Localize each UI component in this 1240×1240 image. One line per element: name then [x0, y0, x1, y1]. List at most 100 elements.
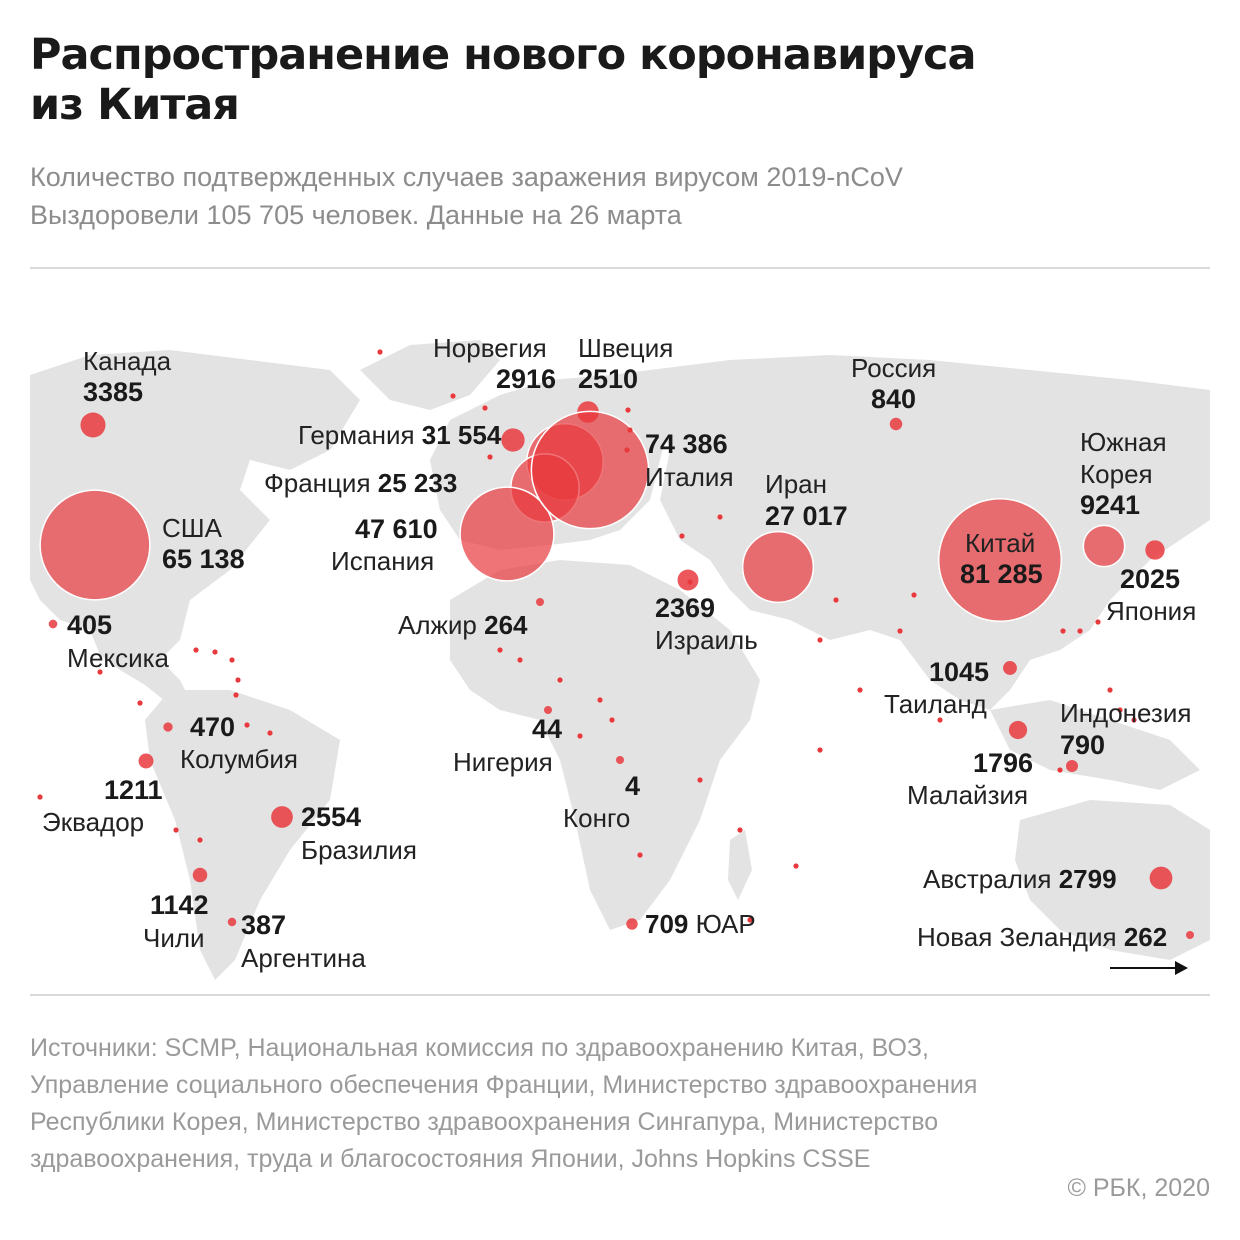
country-name-country-8: Норвегия [433, 333, 547, 363]
bubble-country-21 [937, 497, 1063, 623]
arrow-head [1175, 961, 1188, 975]
arrow-indicator [1110, 961, 1188, 975]
label-country-14: Алжир 264 [398, 609, 528, 641]
bubble-country-15 [544, 706, 552, 714]
bubble-country-0 [80, 412, 106, 438]
country-name-country-15: Нигерия [453, 747, 553, 777]
country-value-country-5: 2554 [301, 802, 362, 832]
country-name-country-6: Чили [143, 923, 205, 953]
minor-case-dot [627, 427, 633, 433]
country-name-country-18: Израиль [655, 625, 758, 655]
bubble-country-28 [1186, 931, 1194, 939]
bubble-country-20 [889, 417, 903, 431]
label-country-17: 709 ЮАР [645, 908, 756, 940]
country-value-country-2: 405 [67, 610, 113, 640]
minor-case-dot [212, 649, 218, 655]
bubble-country-6 [192, 867, 208, 883]
bubble-country-14 [536, 598, 544, 606]
minor-case-dot [137, 700, 143, 706]
minor-case-dot [557, 677, 563, 683]
top-divider [30, 267, 1210, 269]
minor-case-dot [1107, 687, 1113, 693]
subtitle: Количество подтвержденных случаев зараже… [30, 158, 1210, 234]
minor-case-dot [1057, 767, 1063, 773]
bubble-country-4 [138, 753, 154, 769]
country-value: 2799 [1058, 864, 1117, 894]
bubble-country-26 [1065, 759, 1079, 773]
bubble-country-17 [626, 918, 638, 930]
bubble-country-16 [616, 756, 624, 764]
bubble-country-22 [1082, 524, 1126, 568]
country-value-country-13: 74 386 [645, 429, 728, 459]
title-line-2: из Китая [30, 80, 240, 130]
country-name-country-25: Малайзия [907, 780, 1029, 810]
minor-case-dot [97, 669, 103, 675]
country-value-country-4: 1211 [104, 775, 163, 805]
country-value-country-21: 81 285 [960, 559, 1043, 589]
country-name-country-19: Иран [765, 469, 827, 499]
minor-case-dot [193, 647, 199, 653]
country-name-country-4: Эквадор [42, 807, 145, 837]
subtitle-line-1: Количество подтвержденных случаев зараже… [30, 162, 903, 192]
country-name-country-0: Канада [83, 346, 172, 376]
land-central-america [90, 630, 190, 705]
minor-case-dot [679, 533, 685, 539]
map-canvas [30, 340, 1210, 980]
minor-case-dot [377, 349, 383, 355]
page-title: Распространение нового коронавируса из К… [30, 30, 1130, 130]
country-value-country-26: 790 [1060, 730, 1106, 760]
land-madagascar [728, 830, 752, 900]
country-value-country-9: 2510 [578, 364, 639, 394]
minor-case-dot [911, 592, 917, 598]
country-name-country-7: Аргентина [241, 943, 366, 973]
country-name-country-26: Индонезия [1060, 698, 1192, 728]
minor-case-dot [267, 730, 273, 736]
minor-case-dot [1117, 707, 1123, 713]
world-map [30, 300, 1210, 990]
minor-case-dot [793, 863, 799, 869]
subtitle-line-2: Выздоровели 105 705 человек. Данные на 2… [30, 200, 682, 230]
land-greenland [360, 340, 500, 410]
minor-case-dot [233, 692, 239, 698]
label-country-27: Австралия 2799 [923, 863, 1117, 895]
bubble-country-3 [163, 722, 173, 732]
country-value: 709 [645, 909, 696, 939]
country-value-country-1: 65 138 [162, 544, 245, 574]
country-value-country-15: 44 [532, 714, 563, 744]
minor-case-dot [450, 393, 456, 399]
bubble-country-24 [1003, 661, 1017, 675]
land-asia [610, 355, 1210, 710]
country-name-country-20: Россия [851, 353, 937, 383]
minor-case-dot [244, 722, 250, 728]
minor-case-dot [173, 827, 179, 833]
country-name-country-13: Италия [645, 462, 734, 492]
minor-case-dot [717, 514, 723, 520]
land-southeast-asia [990, 700, 1200, 790]
land-australia [1015, 800, 1210, 960]
minor-case-dot [817, 637, 823, 643]
country-name-country-5: Бразилия [301, 835, 417, 865]
minor-case-dot [637, 852, 643, 858]
bubble-country-27 [1149, 866, 1173, 890]
country-name-country-23: Япония [1106, 596, 1197, 626]
country-value-country-19: 27 017 [765, 501, 848, 531]
bubble-country-23 [1145, 540, 1165, 560]
country-value-country-8: 2916 [496, 364, 557, 394]
country-name-country-12: Испания [331, 546, 435, 576]
bubble-country-1 [39, 489, 151, 601]
minor-case-dot [37, 794, 43, 800]
country-name: Германия [298, 420, 422, 450]
country-value: 262 [1123, 922, 1168, 952]
minor-case-dot [497, 647, 503, 653]
copyright: © РБК, 2020 [1067, 1174, 1210, 1202]
minor-case-dot [687, 579, 693, 585]
country-value-country-20: 840 [871, 384, 917, 414]
country-value-country-6: 1142 [150, 890, 209, 920]
land-africa [450, 560, 760, 930]
country-name: Новая Зеландия [917, 922, 1124, 952]
bubble-country-18 [677, 569, 699, 591]
bubble-country-25 [1008, 720, 1028, 740]
minor-case-dot [487, 454, 493, 460]
bubble-country-13 [530, 410, 650, 530]
minor-case-dot [597, 697, 603, 703]
